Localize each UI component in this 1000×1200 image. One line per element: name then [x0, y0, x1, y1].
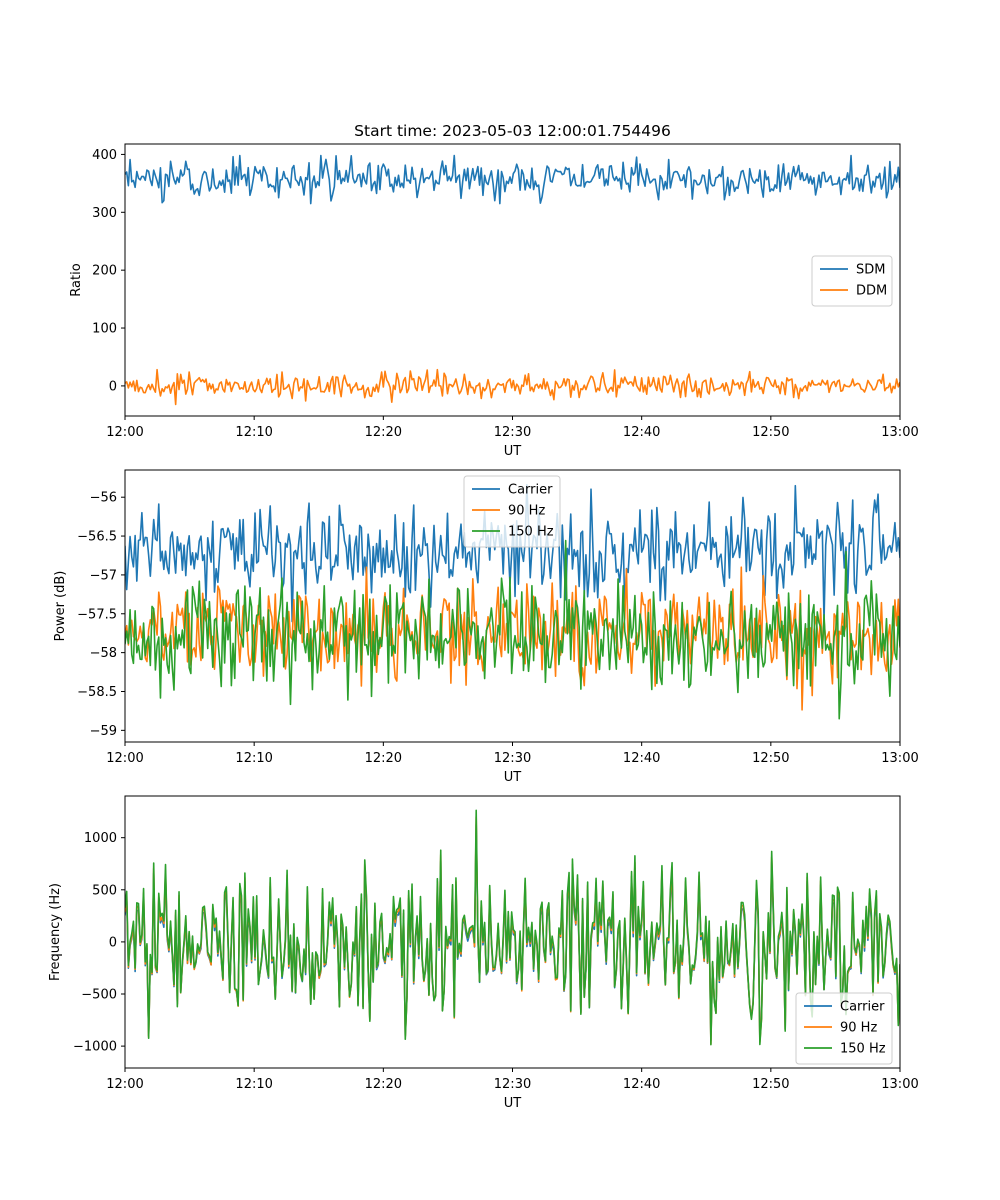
frequency-x-axis-label: UT: [504, 1096, 522, 1111]
power-x-tick-label: 12:10: [235, 751, 272, 766]
power-legend-label: Carrier: [508, 483, 553, 498]
power-y-axis-label: Power (dB): [53, 571, 68, 642]
power-x-axis-label: UT: [504, 770, 522, 785]
ratio-x-tick-label: 12:40: [623, 425, 660, 440]
frequency-x-tick-label: 12:00: [106, 1077, 143, 1092]
ratio-y-tick-label: 400: [92, 148, 117, 163]
frequency-x-tick-label: 12:10: [235, 1077, 272, 1092]
ratio-legend: SDM DDM: [811, 255, 893, 307]
power-x-tick-label: 12:30: [494, 751, 531, 766]
power-y-tick-label: −56.5: [77, 530, 117, 545]
power-legend: Carrier 90 Hz 150 Hz: [463, 475, 561, 548]
ratio-x-tick-label: 12:50: [752, 425, 789, 440]
ratio-x-tick-label: 12:20: [365, 425, 402, 440]
frequency-legend-label: 90 Hz: [840, 1021, 877, 1036]
power-y-tick-label: −58.5: [77, 685, 117, 700]
ratio-x-tick-label: 12:30: [494, 425, 531, 440]
frequency-legend: Carrier 90 Hz 150 Hz: [795, 992, 893, 1065]
panel-ratio: 12:00 12:10 12:20 12:30 12:40 12:50 13:00 0 100 2…: [69, 143, 919, 459]
figure-title: Start time: 2023-05-03 12:00:01.754496: [354, 122, 671, 140]
power-y-tick-label: −59: [90, 724, 117, 739]
ratio-y-axis-label: Ratio: [69, 263, 84, 296]
ratio-y-tick-label: 300: [92, 206, 117, 221]
power-y-tick-label: −57: [90, 568, 117, 583]
ratio-series-group: [125, 154, 900, 406]
frequency-y-tick-label: −500: [81, 988, 117, 1003]
power-x-tick-label: 13:00: [881, 751, 918, 766]
frequency-y-tick-label: 1000: [84, 831, 117, 846]
power-legend-label: 150 Hz: [508, 525, 554, 540]
frequency-y-tick-label: −1000: [73, 1040, 117, 1055]
ratio-x-axis-label: UT: [504, 444, 522, 459]
panel-frequency: 12:00 12:10 12:20 12:30 12:40 12:50 13:00 −1000…: [48, 795, 919, 1111]
power-y-tick-label: −56: [90, 491, 117, 506]
power-x-tick-label: 12:00: [106, 751, 143, 766]
power-x-tick-label: 12:40: [623, 751, 660, 766]
ratio-legend-label: DDM: [856, 284, 887, 299]
frequency-x-tick-label: 12:50: [752, 1077, 789, 1092]
power-y-tick-label: −57.5: [77, 607, 117, 622]
frequency-series-group: [125, 809, 900, 1046]
ratio-x-tick-label: 12:10: [235, 425, 272, 440]
ratio-series-ddm: [125, 368, 900, 406]
frequency-y-axis-label: Frequency (Hz): [48, 883, 63, 981]
ratio-axes-frame: [124, 143, 901, 417]
ratio-y-tick-label: 0: [109, 379, 117, 394]
frequency-legend-label: Carrier: [840, 1000, 885, 1015]
frequency-legend-box: [795, 992, 893, 1065]
frequency-x-tick-label: 12:40: [623, 1077, 660, 1092]
ratio-y-tick-label: 100: [92, 322, 117, 337]
power-series-150-hz: [125, 539, 900, 720]
ratio-legend-label: SDM: [856, 263, 885, 278]
power-y-tick-label: −58: [90, 646, 117, 661]
ratio-x-tick-label: 13:00: [881, 425, 918, 440]
power-x-tick-label: 12:50: [752, 751, 789, 766]
power-legend-box: [463, 475, 561, 548]
panel-power: 12:00 12:10 12:20 12:30 12:40 12:50 13:00 −59 −5…: [53, 469, 919, 785]
frequency-series-150-hz: [125, 809, 900, 1046]
frequency-y-tick-label: 0: [109, 935, 117, 950]
frequency-legend-label: 150 Hz: [840, 1042, 886, 1057]
frequency-x-tick-label: 12:30: [494, 1077, 531, 1092]
ratio-series-sdm: [125, 154, 900, 205]
frequency-x-tick-label: 13:00: [881, 1077, 918, 1092]
ratio-x-tick-label: 12:00: [106, 425, 143, 440]
frequency-x-tick-label: 12:20: [365, 1077, 402, 1092]
power-legend-label: 90 Hz: [508, 504, 545, 519]
power-x-tick-label: 12:20: [365, 751, 402, 766]
ratio-y-tick-label: 200: [92, 264, 117, 279]
frequency-y-tick-label: 500: [92, 883, 117, 898]
